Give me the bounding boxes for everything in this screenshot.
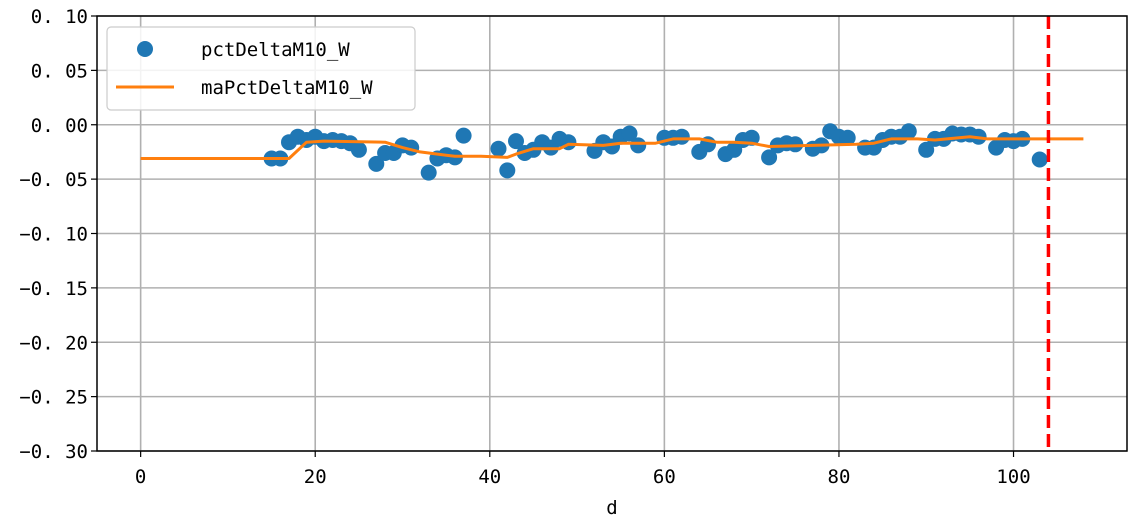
x-tick-label: 100: [996, 466, 1030, 488]
scatter-point: [901, 123, 917, 139]
scatter-point: [456, 128, 472, 144]
scatter-point: [630, 137, 646, 153]
x-tick-label: 0: [135, 466, 146, 488]
legend: pctDeltaM10_W maPctDeltaM10_W: [107, 27, 415, 110]
y-tick-label: −0. 30: [19, 441, 88, 463]
y-tick-label: −0. 20: [19, 332, 88, 354]
legend-marker-scatter: [137, 41, 153, 57]
x-tick-label: 60: [653, 466, 676, 488]
y-tick-label: −0. 15: [19, 278, 88, 300]
x-axis-label: d: [606, 497, 617, 519]
y-tick-label: −0. 10: [19, 224, 88, 246]
scatter-point: [1032, 152, 1048, 168]
x-tick-label: 80: [828, 466, 851, 488]
scatter-point: [351, 142, 367, 158]
legend-label: pctDeltaM10_W: [201, 39, 350, 61]
x-tick-label: 20: [304, 466, 327, 488]
legend-label: maPctDeltaM10_W: [201, 77, 373, 99]
scatter-point: [491, 141, 507, 157]
scatter-point: [674, 129, 690, 145]
scatter-point: [499, 162, 515, 178]
x-tick-label: 40: [478, 466, 501, 488]
y-tick-label: 0. 10: [31, 6, 88, 28]
y-tick-label: −0. 05: [19, 169, 88, 191]
y-tick-label: 0. 05: [31, 60, 88, 82]
y-tick-label: 0. 00: [31, 115, 88, 137]
y-tick-label: −0. 25: [19, 387, 88, 409]
scatter-point: [421, 165, 437, 181]
